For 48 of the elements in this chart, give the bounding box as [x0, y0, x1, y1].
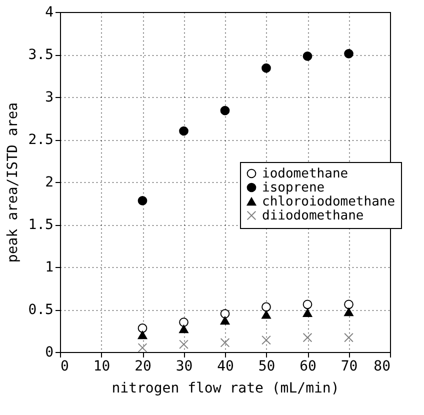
- x-tick-label: 50: [258, 358, 276, 374]
- legend-label: isoprene: [262, 180, 325, 196]
- x-tick-label: 70: [340, 358, 358, 374]
- point: [344, 332, 354, 342]
- point: [262, 302, 271, 312]
- point: [220, 338, 230, 348]
- x-tick-label: 20: [134, 358, 152, 374]
- x-tick-label: 80: [374, 358, 390, 374]
- point: [302, 308, 312, 318]
- y-axis-title: peak area/ISTD area: [5, 102, 22, 263]
- point: [179, 318, 188, 327]
- point: [179, 126, 188, 136]
- legend-label: iodomethane: [262, 166, 348, 182]
- x-tick-label: 10: [93, 358, 110, 374]
- x-tick-label: 40: [217, 358, 234, 374]
- point: [262, 335, 271, 345]
- point: [138, 343, 148, 352]
- point: [302, 332, 312, 342]
- x-tick-label: 0: [60, 358, 69, 374]
- point: [302, 300, 312, 310]
- point: [302, 52, 312, 61]
- legend-label: chloroiodomethane: [262, 194, 396, 210]
- point: [179, 324, 188, 334]
- point: [179, 340, 188, 350]
- point: [220, 316, 230, 325]
- point: [138, 196, 148, 206]
- x-tick-label: 60: [300, 358, 316, 374]
- y-tick-label: 2: [45, 174, 54, 190]
- point: [138, 330, 148, 340]
- point: [220, 106, 230, 116]
- legend-label: diiodomethane: [262, 208, 364, 224]
- y-tick-label: 0: [45, 344, 54, 360]
- y-tick-label: 4: [45, 4, 54, 20]
- x-axis-title: nitrogen flow rate (mL/min): [112, 380, 340, 396]
- point: [262, 63, 271, 73]
- y-tick-label: 1.5: [28, 217, 54, 233]
- y-tick-label: 3: [45, 90, 54, 106]
- point: [344, 308, 354, 316]
- point: [344, 48, 354, 58]
- point: [138, 324, 148, 333]
- y-tick-label: 3.5: [28, 47, 54, 63]
- point: [344, 300, 354, 310]
- point: [220, 309, 230, 318]
- point: [262, 310, 271, 319]
- y-tick-label: 2.5: [28, 132, 54, 148]
- x-tick-label: 30: [176, 358, 193, 374]
- y-tick-label: 1: [45, 260, 54, 276]
- y-tick-label: 0.5: [28, 302, 54, 318]
